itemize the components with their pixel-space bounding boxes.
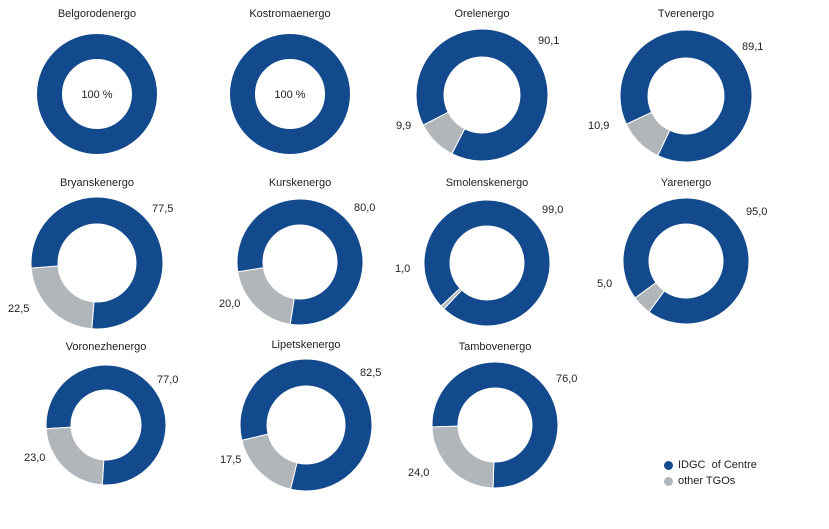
donut-chart: Tambovenergo 76,0 24,0 <box>408 341 577 489</box>
data-label-idgc: 77,0 <box>157 374 178 386</box>
donut-chart: Lipetskenergo 82,5 17,5 <box>220 339 381 492</box>
slice-idgc <box>622 197 750 325</box>
chart-title: Kostromaenergo <box>249 8 330 20</box>
data-label-idgc: 80,0 <box>354 202 375 214</box>
data-label-other: 9,9 <box>396 120 411 132</box>
chart-title: Orelenergo <box>454 8 509 20</box>
slice-idgc <box>239 358 373 492</box>
chart-title: Belgorodenergo <box>58 8 136 20</box>
donut-chart: Kostromaenergo 100 % <box>230 8 350 154</box>
donut-chart: Voronezhenergo 77,0 23,0 <box>24 341 178 486</box>
slice-idgc <box>37 34 157 154</box>
donut-chart: Tverenergo 89,1 10,9 <box>588 8 763 163</box>
slice-other <box>440 287 463 310</box>
legend-item-other: other TGOs <box>664 473 757 489</box>
slice-idgc <box>30 196 164 330</box>
chart-title: Kurskenergo <box>269 177 331 189</box>
legend: IDGC of Centre other TGOs <box>664 457 757 489</box>
slice-idgc <box>236 198 364 326</box>
center-label: 100 % <box>81 89 112 101</box>
chart-title: Voronezhenergo <box>66 341 147 353</box>
slice-other <box>422 111 466 155</box>
data-label-other: 20,0 <box>219 298 240 310</box>
slice-idgc <box>45 364 167 486</box>
center-label: 100 % <box>274 89 305 101</box>
data-label-idgc: 95,0 <box>746 206 767 218</box>
slice-other <box>30 265 95 330</box>
data-label-other: 17,5 <box>220 454 241 466</box>
slice-other <box>625 111 671 157</box>
donut-chart: Kurskenergo 80,0 20,0 <box>219 177 375 326</box>
chart-title: Bryanskenergo <box>60 177 134 189</box>
slice-idgc <box>619 29 753 163</box>
chart-title: Tambovenergo <box>459 341 532 353</box>
data-label-idgc: 89,1 <box>742 41 763 53</box>
data-label-idgc: 76,0 <box>556 373 577 385</box>
data-label-other: 5,0 <box>597 278 612 290</box>
data-label-idgc: 99,0 <box>542 204 563 216</box>
data-label-other: 10,9 <box>588 120 609 132</box>
donut-chart: Yarenergo 95,0 5,0 <box>597 177 767 325</box>
slice-idgc <box>230 34 350 154</box>
donut-chart: Belgorodenergo 100 % <box>37 8 157 154</box>
data-label-other: 24,0 <box>408 467 429 479</box>
data-label-other: 1,0 <box>395 263 410 275</box>
slice-idgc <box>431 361 559 489</box>
donut-chart: Bryanskenergo 77,5 22,5 <box>8 177 173 330</box>
slice-other <box>431 425 495 489</box>
chart-title: Lipetskenergo <box>271 339 340 351</box>
slice-other <box>241 433 298 490</box>
data-label-idgc: 90,1 <box>538 35 559 47</box>
data-label-other: 23,0 <box>24 452 45 464</box>
legend-item-idgc: IDGC of Centre <box>664 457 757 473</box>
legend-label-idgc: IDGC of Centre <box>678 459 757 471</box>
slice-other <box>237 267 295 325</box>
legend-swatch-idgc <box>664 460 673 470</box>
chart-title: Tverenergo <box>658 8 714 20</box>
slice-idgc <box>423 199 551 327</box>
donut-chart: Smolenskenergo 99,0 1,0 <box>395 177 563 327</box>
data-label-idgc: 82,5 <box>360 367 381 379</box>
chart-title: Yarenergo <box>661 177 712 189</box>
data-label-other: 22,5 <box>8 303 29 315</box>
slice-idgc <box>415 28 549 162</box>
chart-title: Smolenskenergo <box>446 177 529 189</box>
donut-chart: Orelenergo 90,1 9,9 <box>396 8 559 162</box>
legend-label-other: other TGOs <box>678 475 736 487</box>
slice-other <box>45 426 105 486</box>
slice-other <box>634 282 665 313</box>
data-label-idgc: 77,5 <box>152 203 173 215</box>
legend-swatch-other <box>664 476 673 486</box>
